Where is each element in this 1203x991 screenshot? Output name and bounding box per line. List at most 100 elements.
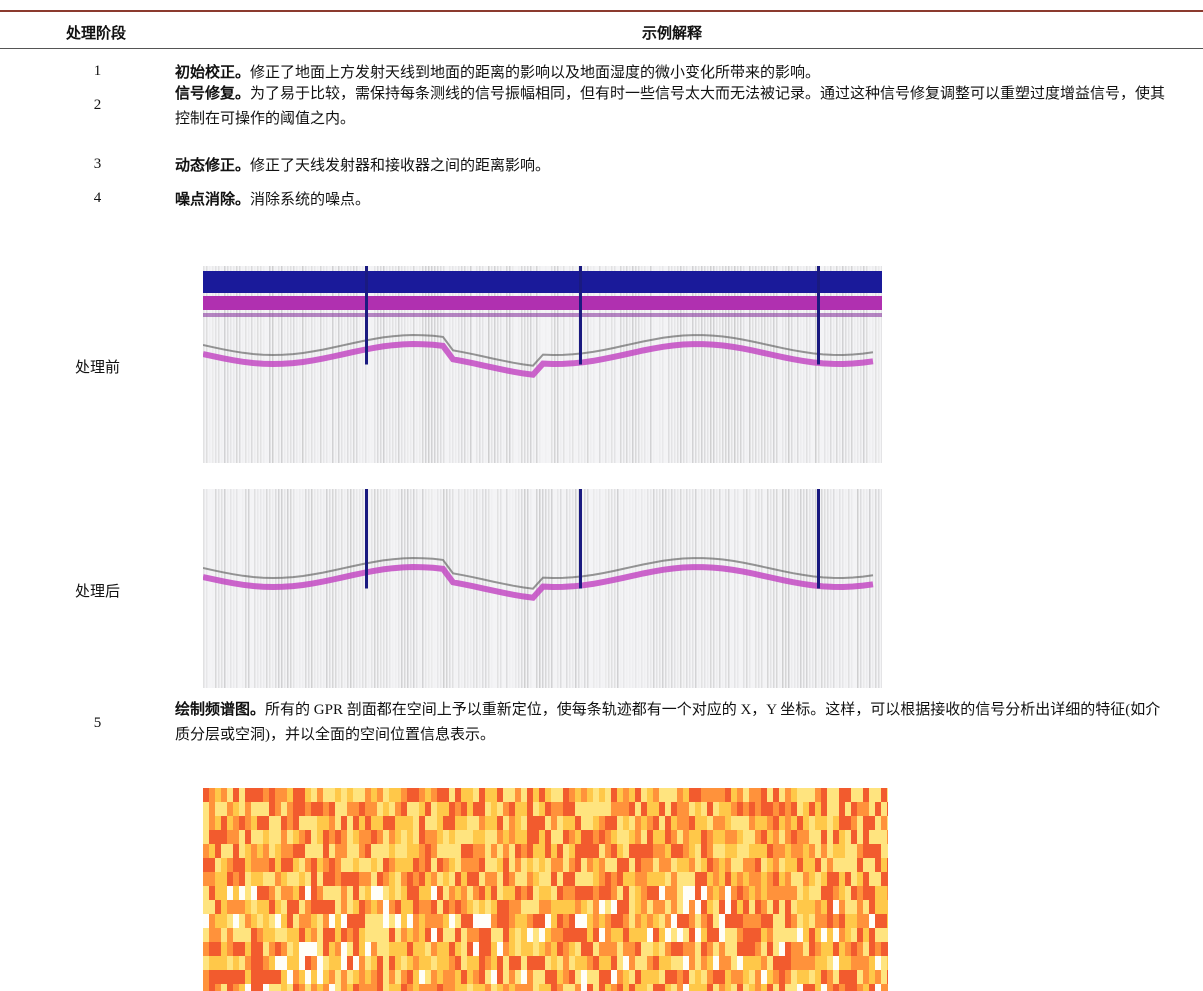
trace	[737, 489, 739, 688]
cell	[587, 984, 593, 991]
cell	[389, 942, 395, 956]
cell	[677, 858, 683, 872]
cell	[227, 928, 233, 942]
cell	[713, 858, 719, 872]
cell	[743, 886, 749, 900]
cell	[731, 872, 737, 886]
trace	[806, 489, 808, 688]
trace	[878, 266, 880, 463]
cell	[497, 942, 503, 956]
cell	[443, 886, 449, 900]
cell	[629, 956, 635, 970]
cell	[203, 914, 209, 928]
trace	[692, 266, 694, 463]
cell	[377, 956, 383, 970]
trace	[605, 266, 607, 463]
cell	[527, 802, 533, 816]
cell	[605, 942, 611, 956]
cell	[269, 788, 275, 802]
cell	[275, 816, 281, 830]
cell	[485, 956, 491, 970]
cell	[881, 914, 887, 928]
cell	[533, 900, 539, 914]
cell	[677, 830, 683, 844]
cell	[287, 802, 293, 816]
trace	[635, 489, 637, 688]
cell	[341, 858, 347, 872]
cell	[671, 788, 677, 802]
cell	[413, 984, 419, 991]
cell	[299, 942, 305, 956]
cell	[677, 816, 683, 830]
cell	[263, 914, 269, 928]
cell	[671, 858, 677, 872]
cell	[815, 858, 821, 872]
cell	[887, 900, 888, 914]
cell	[605, 872, 611, 886]
cell	[401, 858, 407, 872]
cell	[353, 942, 359, 956]
cell	[245, 942, 251, 956]
cell	[539, 914, 545, 928]
cell	[539, 802, 545, 816]
cell	[593, 830, 599, 844]
trace	[386, 489, 388, 688]
cell	[389, 956, 395, 970]
trace	[326, 489, 328, 688]
cell	[875, 830, 881, 844]
cell	[743, 956, 749, 970]
cell	[317, 816, 323, 830]
cell	[413, 956, 419, 970]
trace	[782, 266, 784, 463]
cell	[419, 858, 425, 872]
band	[203, 271, 882, 293]
cell	[617, 816, 623, 830]
cell	[569, 858, 575, 872]
cell	[551, 914, 557, 928]
cell	[749, 802, 755, 816]
trace	[536, 489, 538, 688]
cell	[863, 872, 869, 886]
cell	[377, 928, 383, 942]
cell	[623, 816, 629, 830]
cell	[623, 984, 629, 991]
trace	[218, 266, 220, 463]
cell	[485, 886, 491, 900]
row-title: 绘制频谱图。	[175, 700, 266, 718]
cell	[425, 914, 431, 928]
cell	[497, 928, 503, 942]
cell	[419, 928, 425, 942]
trace	[767, 489, 769, 688]
cell	[311, 886, 317, 900]
cell	[719, 858, 725, 872]
cell	[785, 900, 791, 914]
cell	[635, 970, 641, 984]
cell	[467, 788, 473, 802]
cell	[857, 970, 863, 984]
cell	[347, 844, 353, 858]
trace	[362, 489, 364, 688]
cell	[413, 914, 419, 928]
cell	[839, 928, 845, 942]
cell	[839, 830, 845, 844]
cell	[887, 844, 888, 858]
cell	[695, 984, 701, 991]
cell	[875, 872, 881, 886]
cell	[629, 872, 635, 886]
cell	[311, 914, 317, 928]
cell	[239, 900, 245, 914]
cell	[719, 970, 725, 984]
cell	[383, 900, 389, 914]
cell	[311, 830, 317, 844]
cell	[863, 900, 869, 914]
cell	[605, 844, 611, 858]
trace	[713, 266, 715, 463]
cell	[557, 788, 563, 802]
cell	[779, 886, 785, 900]
trace	[647, 266, 649, 463]
cell	[419, 816, 425, 830]
cell	[587, 872, 593, 886]
cell	[587, 844, 593, 858]
cell	[455, 984, 461, 991]
trace	[371, 489, 373, 688]
